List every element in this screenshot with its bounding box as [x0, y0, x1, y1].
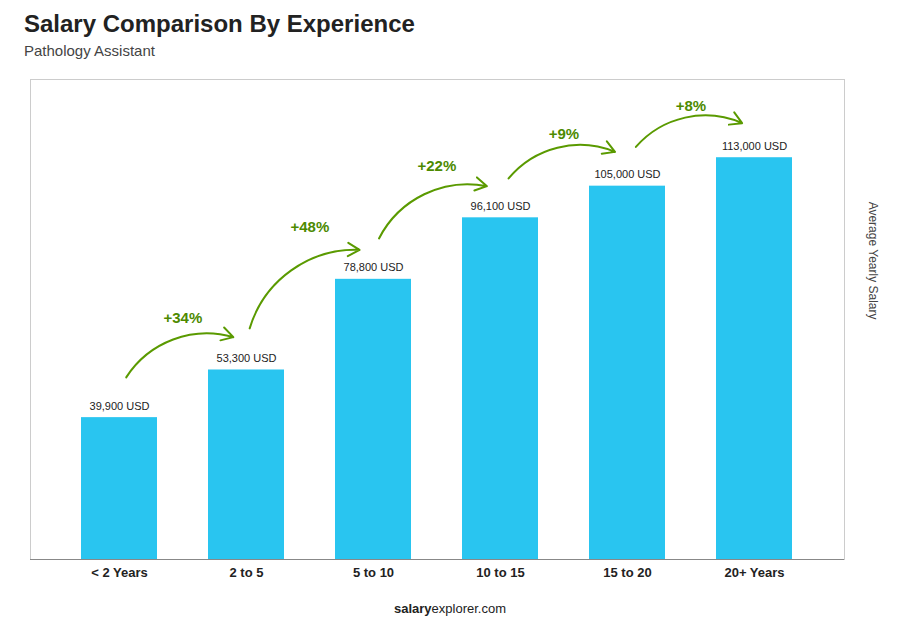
svg-text:+8%: +8% — [676, 97, 706, 114]
svg-text:15 to 20: 15 to 20 — [603, 565, 651, 580]
svg-text:+9%: +9% — [549, 125, 579, 142]
html-text:Salary Comparison By Experienc: Salary Comparison By Experience — [24, 10, 415, 37]
svg-text:113,000 USD: 113,000 USD — [722, 140, 787, 152]
svg-text:78,800 USD: 78,800 USD — [344, 261, 404, 273]
svg-text:+34%: +34% — [164, 309, 203, 326]
svg-text:10 to 15: 10 to 15 — [476, 565, 524, 580]
svg-text:53,300 USD: 53,300 USD — [217, 352, 277, 364]
svg-text:96,100 USD: 96,100 USD — [471, 200, 531, 212]
svg-text:< 2 Years: < 2 Years — [91, 565, 148, 580]
svg-text:20+ Years: 20+ Years — [724, 565, 784, 580]
svg-text:+22%: +22% — [418, 157, 457, 174]
svg-text:105,000 USD: 105,000 USD — [594, 168, 660, 180]
svg-text:39,900 USD: 39,900 USD — [90, 400, 150, 412]
html-text:salary explorer.com: salary explorer.com — [394, 601, 506, 616]
svg-text:Average Yearly Salary: Average Yearly Salary — [866, 202, 880, 320]
html-text:Pathology Assistant: Pathology Assistant — [24, 42, 155, 59]
svg-text:5 to 10: 5 to 10 — [353, 565, 394, 580]
svg-text:2 to 5: 2 to 5 — [230, 565, 264, 580]
svg-text:+48%: +48% — [291, 218, 330, 235]
